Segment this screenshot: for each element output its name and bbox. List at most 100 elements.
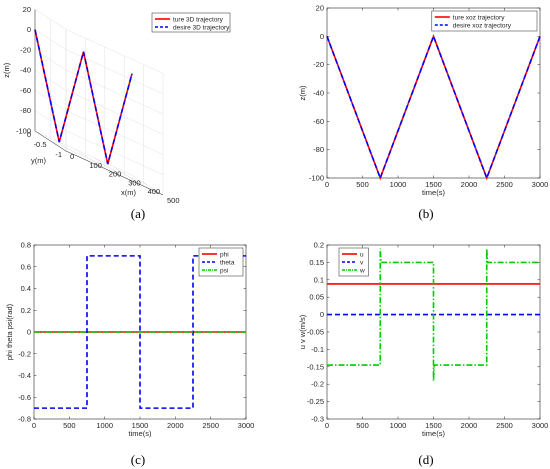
panel-caption: (d) [418,452,433,467]
y-tick-label: -80 [313,145,324,154]
x-tick-label: 2500 [496,180,513,189]
x-tick-label: 2000 [167,421,184,430]
y-tick-label: -0.5 [34,140,47,149]
x-tick-label: 500 [356,421,369,430]
x-tick-label: 2000 [461,180,478,189]
x-tick-label: 500 [63,421,76,430]
x-tick-label: 2000 [461,421,478,430]
legend-box [431,10,538,32]
z-axis-label: z(m) [2,62,11,77]
grid-line [65,29,164,74]
series-line-w [327,248,540,381]
panel-b-xoz-trajectory-chart: 0 500 1000 1500 2000 2500 3000 -100 -80 -60 -40 -20… [298,4,548,222]
x-tick-label: 1500 [425,421,442,430]
y-tick-label: 0.6 [21,262,31,271]
x-tick-label: 1000 [390,421,407,430]
legend-label: u [360,251,364,258]
grid-line [34,9,67,30]
x-tick-label: 3000 [238,421,255,430]
x-tick-label: 0 [325,180,329,189]
y-tick-label: 0.15 [309,258,324,267]
x-axis-line [65,150,164,196]
x-tick-label: 400 [148,187,161,196]
legend-label: psi [220,267,228,274]
legend-label: w [359,267,365,274]
legend-label: desire 3D trajectory [173,24,230,31]
y-tick-label: -100 [309,174,324,183]
y-axis-label: y(m) [31,156,46,165]
x-tick-label: 1500 [132,421,149,430]
panel-caption: (b) [418,206,433,221]
y-tick-label: -0.4 [18,371,31,380]
y-tick-label: -0.15 [307,362,324,371]
y-tick-label: -0.05 [307,328,324,337]
legend-label: desire xoz trajectory [453,22,512,29]
y-tick-label: -0.1 [311,345,324,354]
legend-label: ture 3D trajectory [173,16,224,23]
legend-label: v [360,259,364,266]
x-tick-label: 100 [89,161,102,170]
z-tick-label: -20 [20,45,31,54]
x-axis-label: x(m) [121,188,136,197]
series-line-desire-3d-trajectory [34,29,133,165]
x-tick-label: 0 [325,421,329,430]
y-tick-label: -0.6 [18,393,31,402]
y-tick-label: 20 [316,4,324,13]
x-tick-label: 0 [70,152,74,161]
y-tick-label: 0.05 [309,293,324,302]
grid-line [34,70,67,91]
y-tick-label: 0.2 [314,241,324,250]
x-tick-label: 500 [167,196,180,205]
y-axis-label: u v w(m/s) [298,314,307,349]
grid-line [65,89,164,135]
y-tick-label: -0.2 [311,380,324,389]
z-tick-label: -80 [20,106,31,115]
legend-box [151,12,231,33]
x-tick-label: 3000 [532,180,549,189]
grid-line [34,130,133,176]
y-tick-label: -40 [313,89,324,98]
z-tick-label: -40 [20,66,31,75]
y-tick-label: 0 [320,310,324,319]
x-axis-label: time(s) [422,429,445,438]
panel-a-3d-trajectory-chart: 200-20-40-60-80-100-1-0.5001002003004005… [2,5,231,221]
y-tick-label: -0.25 [307,397,324,406]
panel-caption: (a) [131,206,145,221]
series-line-desire-xoz-trajectory [326,34,541,181]
legend-label: ture xoz trajectory [453,14,505,21]
plot-area [326,7,541,179]
x-axis-label: time(s) [422,188,445,197]
x-tick-label: 3000 [532,421,549,430]
y-tick-label: -20 [313,60,324,69]
y-tick-label: 0 [27,328,31,337]
legend-box [198,247,244,277]
legend-label: theta [220,259,235,266]
panel-d-velocity-chart: 0 500 1000 1500 2000 2500 3000 -0.3 -0.25 -0.2 -0.… [298,241,548,468]
z-tick-label: 0 [27,25,31,34]
x-tick-label: 300 [128,178,141,187]
z-tick-label: -100 [16,127,31,136]
x-tick-label: 1000 [96,421,113,430]
y-tick-label: 0 [27,130,31,139]
y-axis-line [34,130,67,152]
x-tick-label: 0 [32,421,36,430]
x-tick-label: 500 [356,180,369,189]
y-axis-label: z(m) [298,85,307,100]
x-tick-label: 2500 [202,421,219,430]
panel-caption: (c) [131,452,145,467]
y-tick-label: 0.4 [21,284,31,293]
grid-line [65,130,164,175]
x-tick-label: 1000 [390,180,407,189]
grid-line [34,29,67,50]
z-tick-label: 20 [23,5,31,14]
panel-c-euler-angles-chart: 0 500 1000 1500 2000 2500 3000 -0.8 -0.6 -0.4 -0.2… [5,241,254,468]
y-tick-label: 0.1 [314,275,324,284]
y-tick-label: -0.8 [18,415,31,424]
y-tick-label: 0.2 [21,306,31,315]
y-tick-label: -60 [313,117,324,126]
grid-line [34,110,67,131]
y-axis-label: phi theta psi(rad) [5,303,14,360]
grid-line [65,49,164,94]
grid-line [65,69,164,115]
